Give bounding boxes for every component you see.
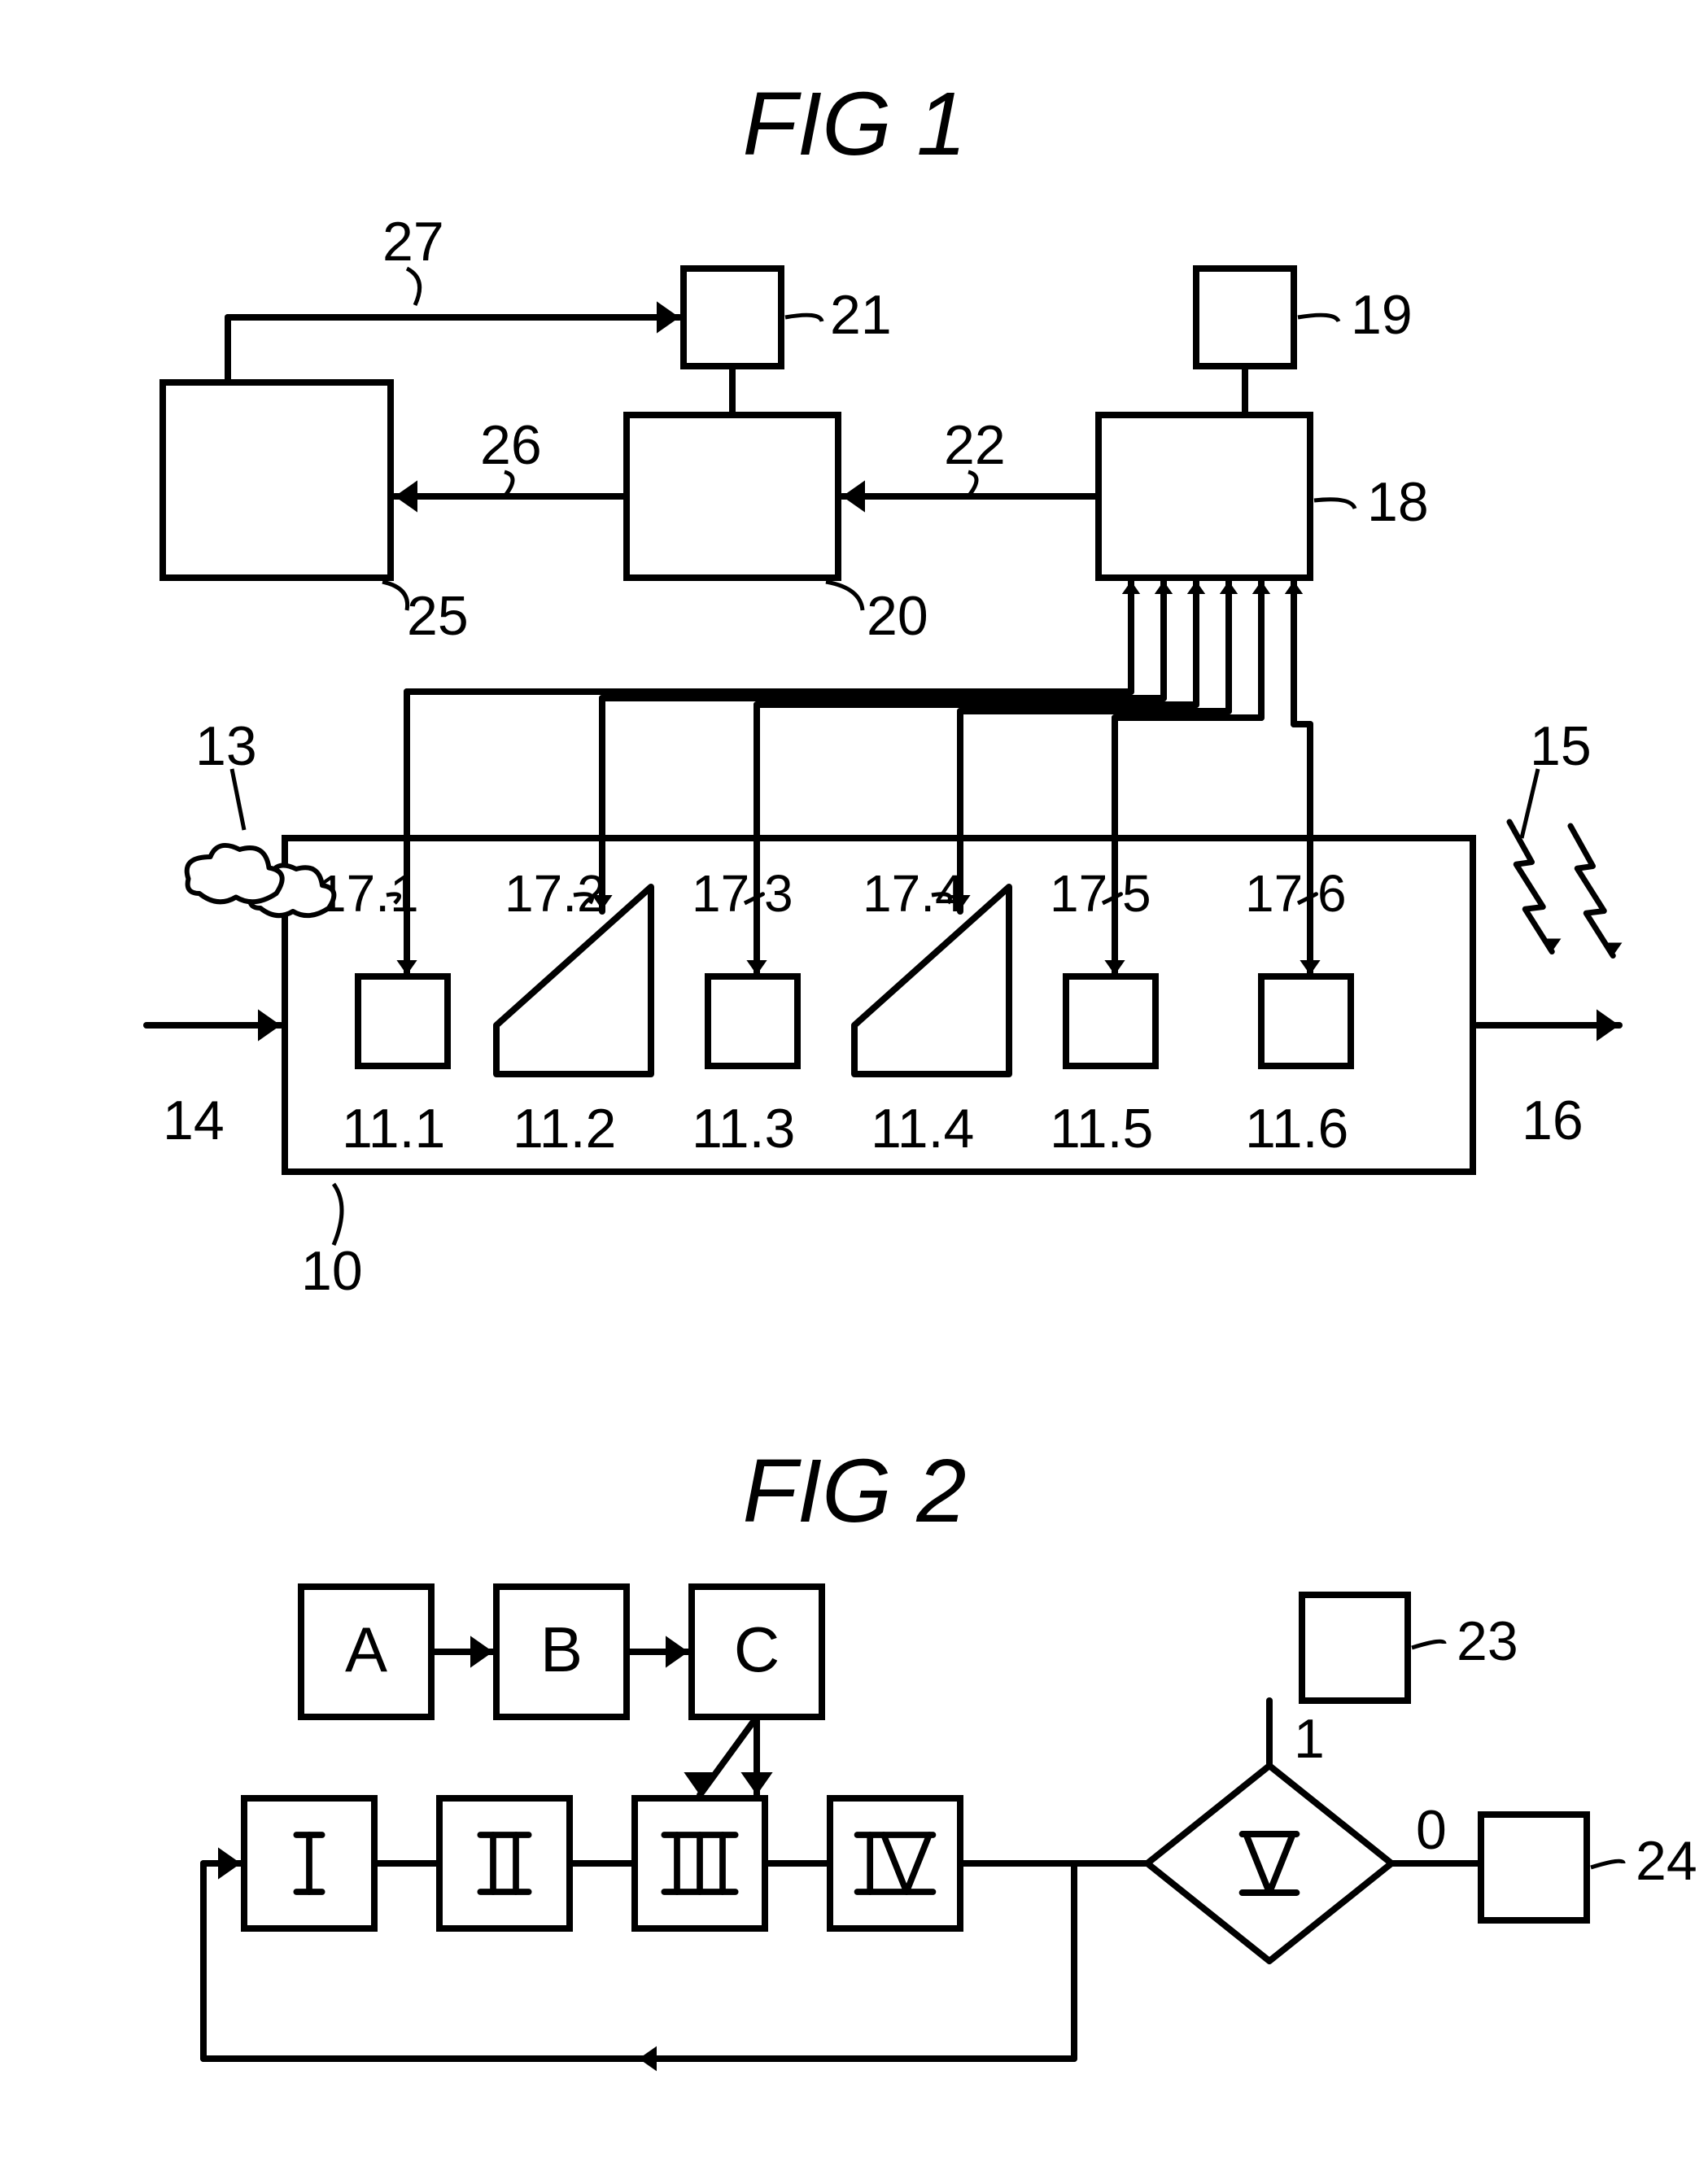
svg-text:19: 19 [1351,284,1413,346]
svg-text:11.4: 11.4 [871,1098,974,1160]
svg-text:FIG 1: FIG 1 [742,74,966,174]
svg-text:25: 25 [407,585,469,647]
svg-text:27: 27 [382,211,444,273]
svg-text:C: C [734,1614,780,1685]
svg-text:11.6: 11.6 [1245,1098,1348,1160]
svg-text:17.5: 17.5 [1050,864,1151,923]
svg-text:11.2: 11.2 [513,1098,616,1160]
svg-text:26: 26 [480,414,542,476]
svg-text:18: 18 [1367,471,1429,533]
svg-text:1: 1 [1294,1708,1325,1770]
svg-text:21: 21 [830,284,892,346]
svg-text:0: 0 [1416,1799,1447,1861]
svg-text:A: A [345,1614,387,1685]
svg-text:17.6: 17.6 [1245,864,1347,923]
svg-text:B: B [540,1614,583,1685]
svg-text:24: 24 [1636,1830,1697,1892]
svg-text:10: 10 [301,1240,363,1302]
svg-text:11.5: 11.5 [1050,1098,1153,1160]
svg-text:16: 16 [1522,1090,1584,1151]
svg-text:17.3: 17.3 [692,864,793,923]
svg-text:14: 14 [163,1090,225,1151]
svg-text:11.1: 11.1 [342,1098,445,1160]
svg-text:FIG 2: FIG 2 [742,1441,966,1541]
svg-text:23: 23 [1457,1610,1518,1672]
svg-text:11.3: 11.3 [692,1098,795,1160]
svg-text:20: 20 [867,585,928,647]
svg-text:13: 13 [195,715,257,777]
svg-text:22: 22 [944,414,1006,476]
svg-text:15: 15 [1530,715,1592,777]
